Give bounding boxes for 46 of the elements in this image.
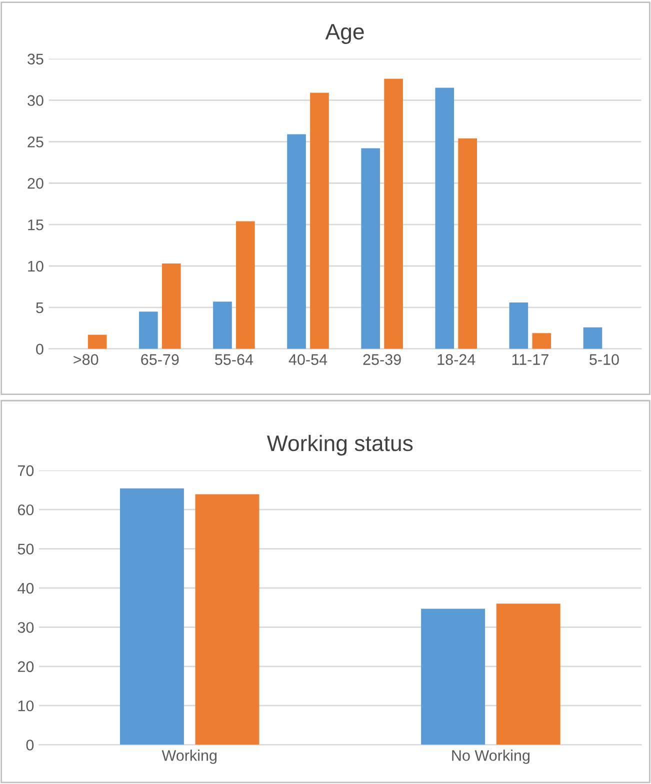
y-tick-label: 40 (18, 582, 34, 594)
y-tick-label: 25 (28, 136, 44, 148)
x-tick-label: No Working (452, 750, 530, 764)
x-tick-label: >80 (74, 354, 98, 365)
y-tick-label: 20 (28, 178, 44, 189)
bar (458, 138, 477, 349)
y-tick-label: 30 (18, 622, 34, 633)
chart-title: Working status (266, 434, 413, 456)
y-tick-label: 60 (18, 504, 34, 516)
y-tick-label: 5 (36, 302, 44, 314)
bar (421, 608, 486, 745)
bar (213, 302, 232, 349)
bar (361, 148, 380, 349)
bar (139, 312, 158, 349)
bar (435, 88, 454, 349)
y-tick-label: 20 (18, 661, 34, 672)
bar (532, 333, 552, 349)
y-tick-label: 0 (26, 740, 34, 750)
bar (496, 604, 560, 745)
y-tick-label: 70 (18, 465, 34, 476)
bar (236, 221, 255, 349)
bar (509, 302, 528, 349)
bar (287, 134, 306, 349)
y-tick-label: 30 (28, 95, 44, 106)
bar (195, 494, 260, 745)
y-tick-label: 10 (28, 260, 44, 272)
y-tick-label: 50 (18, 544, 34, 554)
y-tick-label: 15 (28, 220, 44, 230)
y-tick-label: 35 (28, 54, 44, 64)
x-tick-label: 25-39 (363, 354, 401, 365)
bar (384, 78, 403, 349)
x-tick-label: 5-10 (590, 354, 619, 365)
chart-title: Age (325, 24, 364, 44)
y-tick-label: 10 (18, 700, 34, 712)
x-tick-label: 55-64 (215, 354, 254, 365)
x-tick-label: 11-17 (512, 354, 548, 365)
y-tick-label: 0 (36, 344, 44, 355)
bar (162, 264, 181, 349)
x-tick-label: Working (162, 750, 216, 764)
x-tick-label: 40-54 (288, 354, 328, 365)
bar (583, 327, 602, 349)
bar (88, 334, 107, 349)
bar (120, 488, 184, 745)
bar (310, 92, 329, 349)
x-tick-label: 65-79 (141, 354, 179, 365)
x-tick-label: 18-24 (438, 354, 476, 365)
